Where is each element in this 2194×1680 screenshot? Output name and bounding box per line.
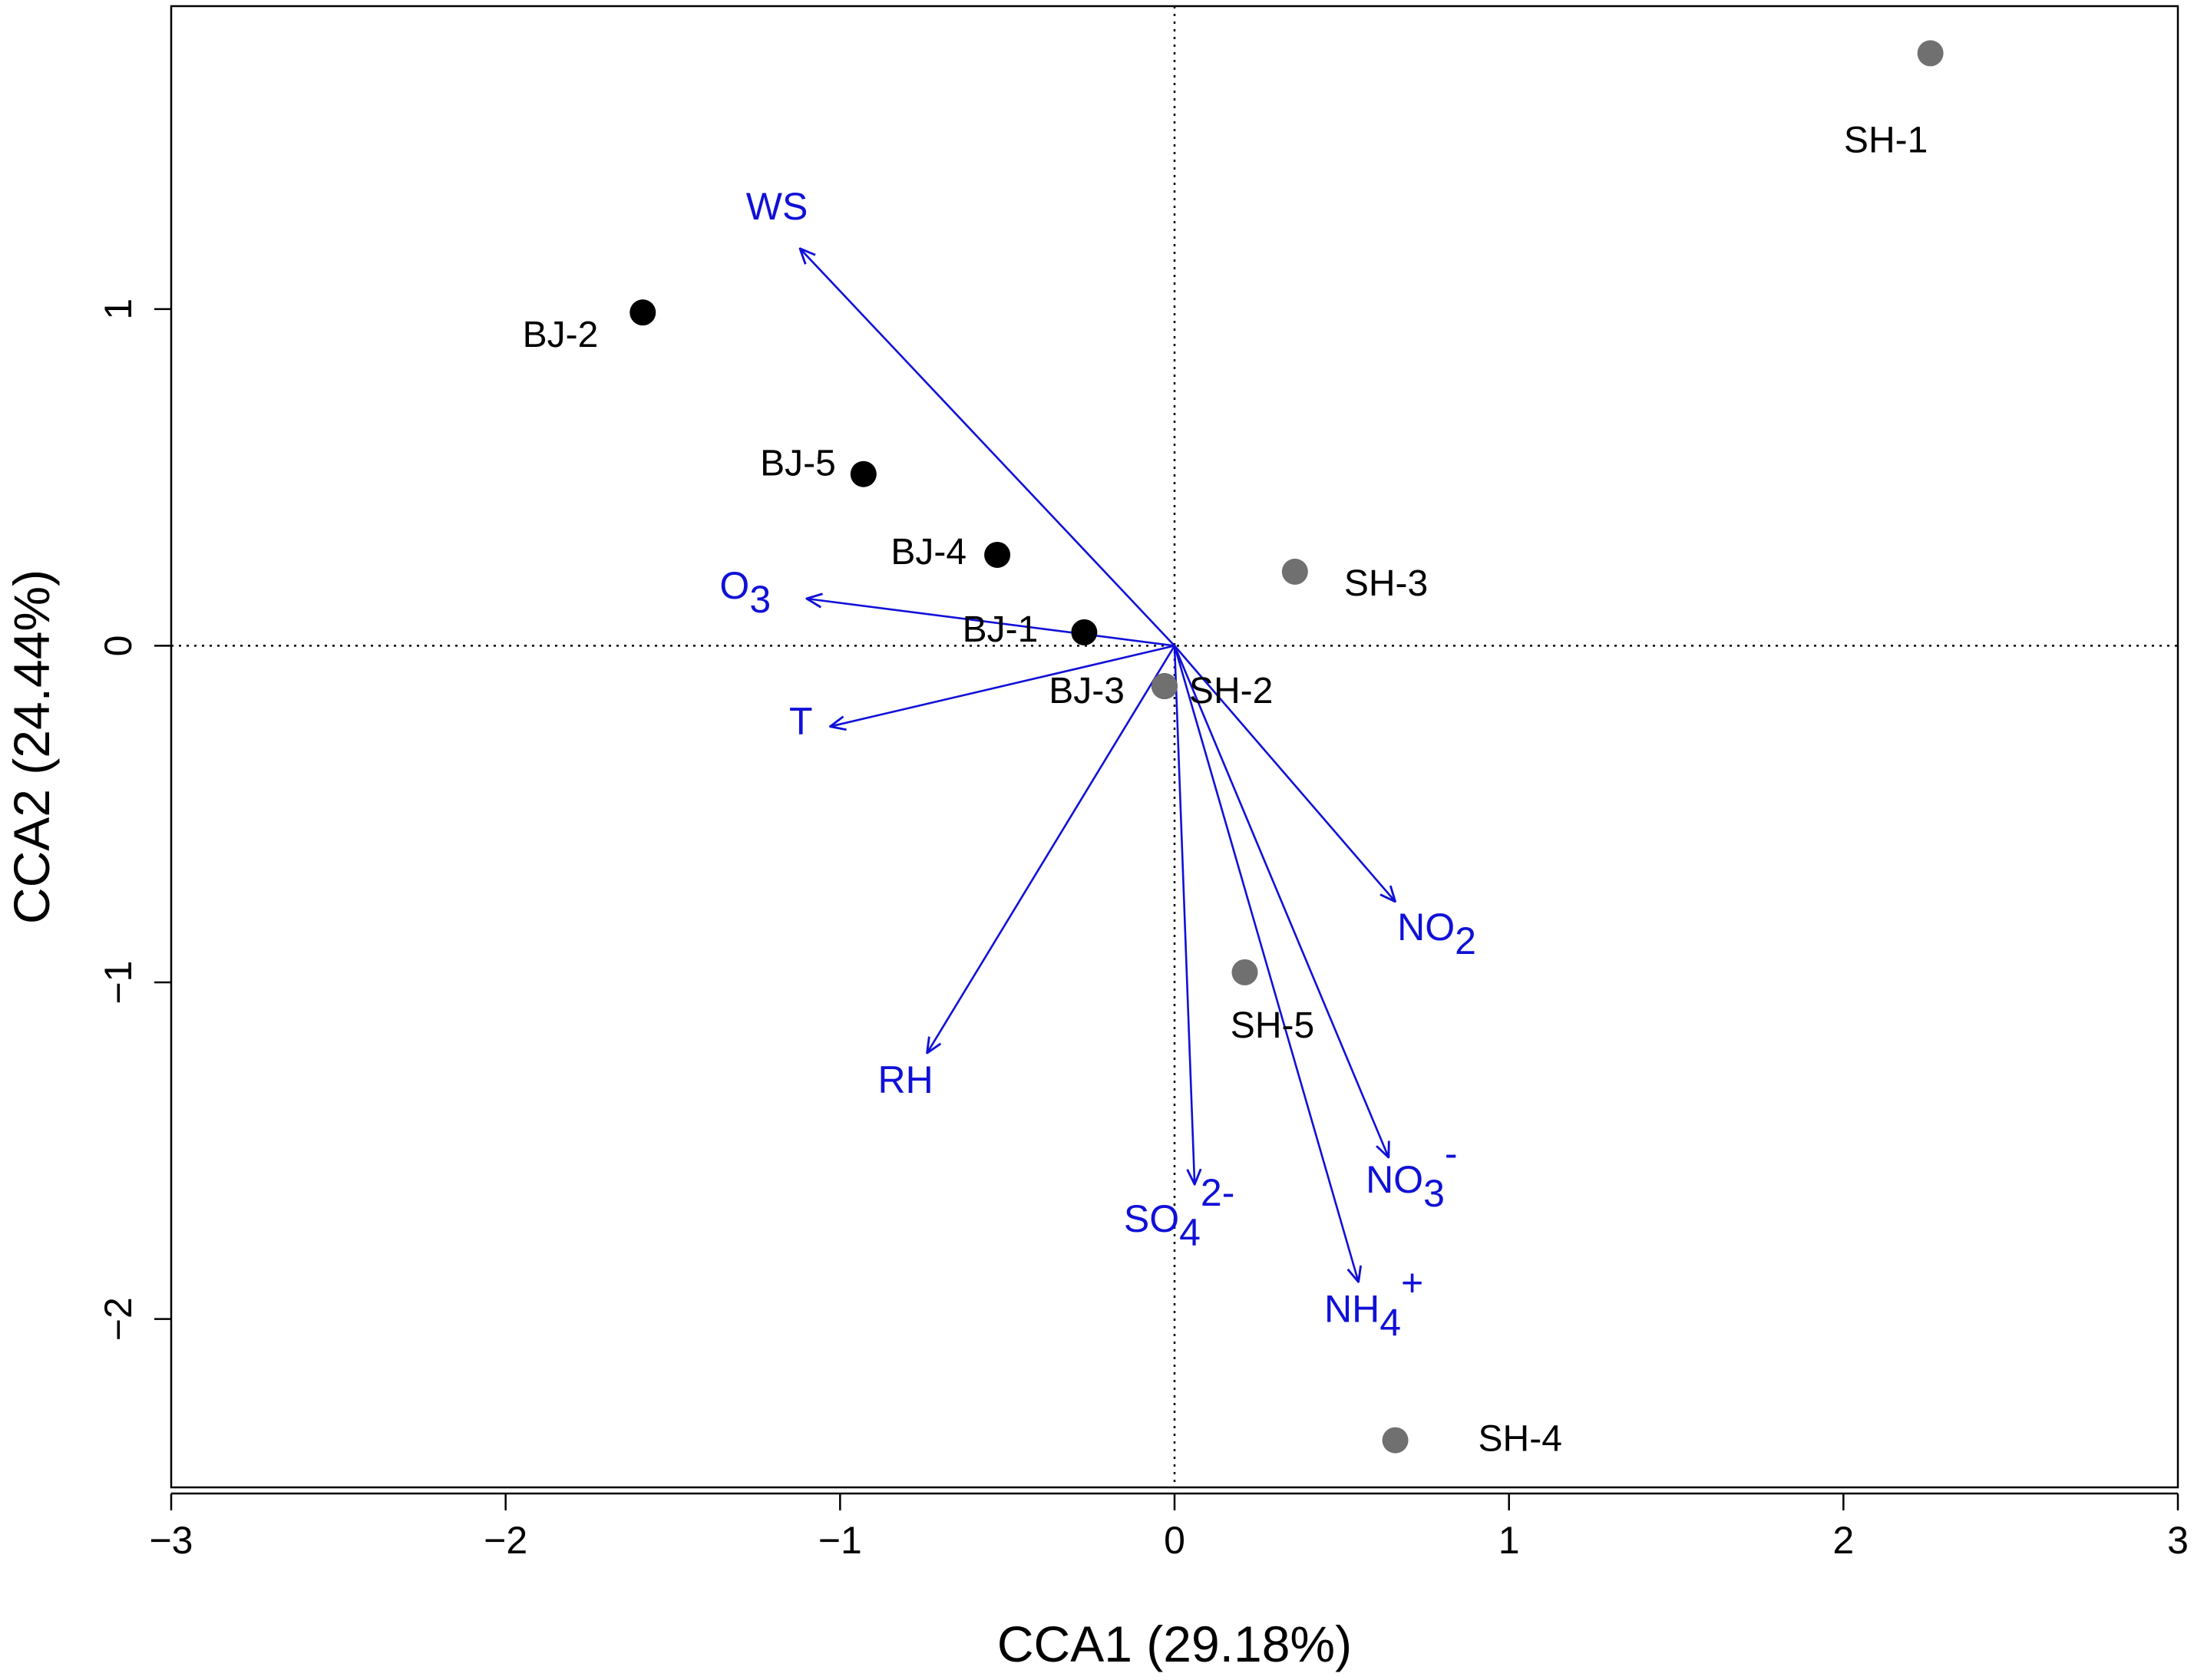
y-tick-label: −1	[97, 961, 140, 1005]
site-label-bj-5: BJ-5	[760, 444, 836, 484]
plot-frame	[170, 5, 2179, 1489]
site-point-bj-1	[1071, 619, 1098, 645]
vector-arrow-so42	[1173, 645, 1194, 1184]
vector-arrow-nh4	[1173, 645, 1359, 1282]
vector-arrow-no2	[1174, 645, 1396, 901]
site-point-bj-5	[850, 460, 877, 487]
site-label-sh-4: SH-4	[1479, 1419, 1562, 1460]
site-point-sh-1	[1917, 40, 1944, 67]
site-label-bj-3: BJ-3	[1049, 671, 1125, 711]
y-tick-label: 0	[97, 635, 140, 657]
x-axis: −3 −2 −1 0 1 2 3	[149, 1492, 2189, 1562]
site-label-bj-1: BJ-1	[963, 609, 1039, 650]
site-point-sh-2	[1151, 673, 1178, 700]
x-axis-title: CCA1 (29.18%)	[997, 1616, 1352, 1672]
vector-label-t: T	[789, 700, 813, 743]
vector-label-ws: WS	[746, 185, 808, 228]
vector-label-nh4: NH4+	[1324, 1261, 1423, 1344]
x-tick-label: 2	[1832, 1519, 1854, 1562]
site-point-sh-3	[1281, 558, 1308, 585]
vector-label-so42: SO42-	[1124, 1171, 1235, 1254]
vector-arrow-o3	[807, 599, 1175, 647]
zero-reference-lines	[171, 6, 2178, 1487]
vector-arrow-ws	[800, 249, 1175, 647]
site-point-sh-5	[1231, 959, 1258, 985]
x-tick-label: −2	[484, 1519, 527, 1562]
x-tick-label: −3	[149, 1519, 193, 1562]
y-axis-title: CCA2 (24.44%)	[3, 569, 60, 924]
site-point-bj-2	[629, 299, 656, 326]
site-points: BJ-1 BJ-2 BJ-3 BJ-4 BJ-5 SH-1 SH-2 SH-3 SH-4 SH-5	[523, 40, 1944, 1460]
vector-label-o3: O3	[719, 564, 771, 621]
site-label-bj-4: BJ-4	[890, 532, 966, 573]
x-tick-label: 3	[2167, 1519, 2189, 1562]
y-axis: −2 −1 0 1	[97, 299, 171, 1341]
vector-arrow-t	[830, 645, 1175, 726]
site-label-bj-2: BJ-2	[523, 315, 599, 355]
x-tick-label: 1	[1498, 1519, 1520, 1562]
x-tick-label: 0	[1164, 1519, 1185, 1562]
site-label-sh-1: SH-1	[1844, 120, 1928, 160]
site-label-sh-3: SH-3	[1344, 563, 1428, 604]
site-point-sh-4	[1382, 1427, 1409, 1454]
vector-label-no2: NO2	[1397, 906, 1476, 962]
site-point-bj-4	[984, 541, 1011, 568]
environmental-vectors: WS O3 T RH NO2 SO42- NO3- NH4+	[719, 185, 1476, 1345]
site-label-sh-5: SH-5	[1231, 1005, 1314, 1046]
vector-label-rh: RH	[877, 1058, 933, 1101]
site-label-sh-2: SH-2	[1189, 671, 1273, 711]
y-tick-label: 1	[97, 299, 140, 320]
vector-label-no3: NO3-	[1366, 1132, 1457, 1215]
vector-arrow-no3	[1173, 645, 1389, 1157]
x-tick-label: −1	[818, 1519, 862, 1562]
y-tick-label: −2	[97, 1297, 140, 1341]
vector-arrow-rh	[927, 645, 1176, 1053]
